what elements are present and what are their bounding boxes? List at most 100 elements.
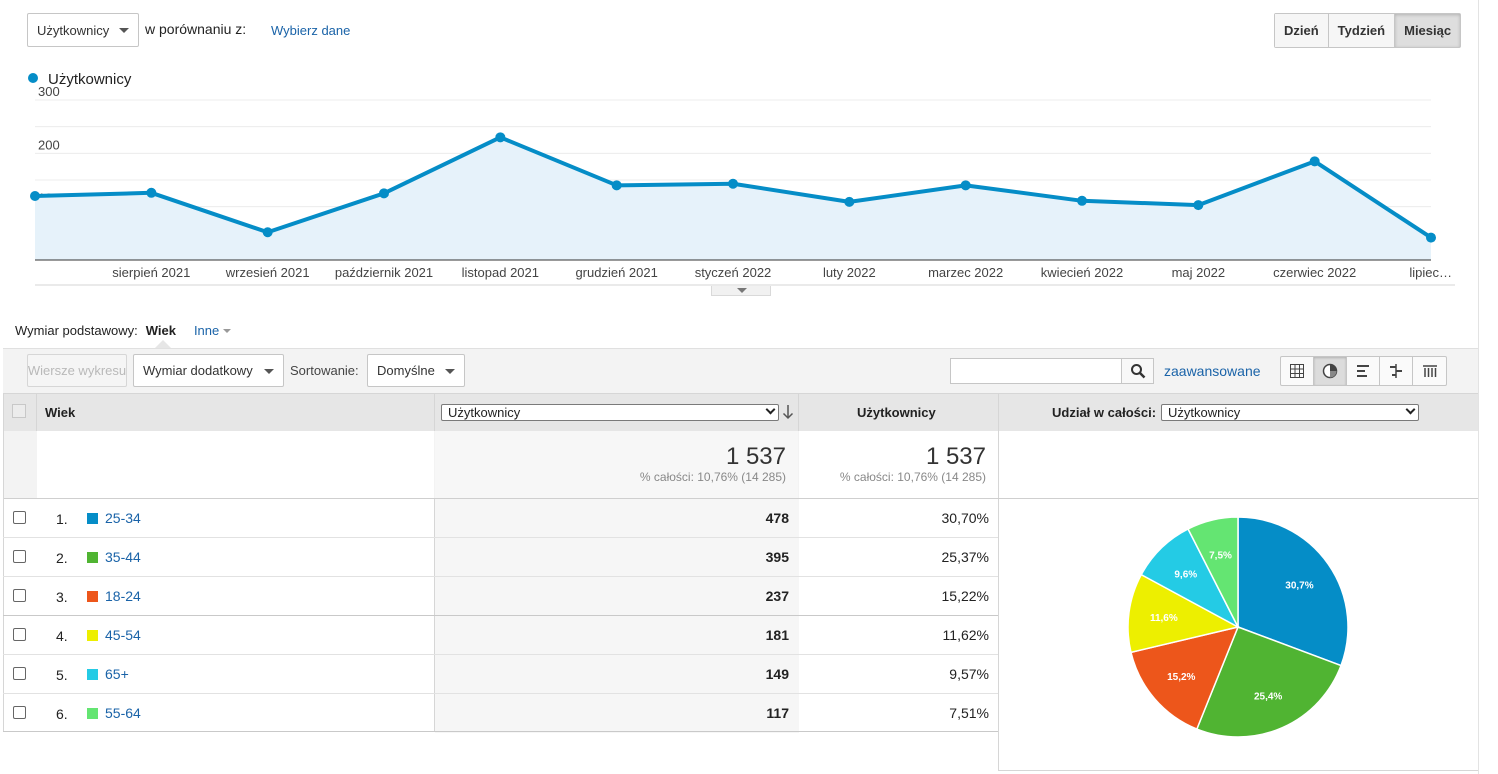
row-age-link[interactable]: 55-64 [105, 705, 141, 721]
table-search-input[interactable] [951, 359, 1121, 383]
row-checkbox[interactable] [13, 511, 26, 524]
row-age-link[interactable]: 65+ [105, 666, 129, 682]
table-left-border [3, 393, 4, 732]
data-point[interactable] [1077, 195, 1087, 206]
row-checkbox[interactable] [13, 589, 26, 602]
row-share: 11,62% [942, 627, 989, 643]
pie-slice[interactable] [1127, 573, 1241, 654]
secondary-dimension-dropdown[interactable]: Wymiar dodatkowy [133, 354, 284, 387]
pivot-view-button[interactable] [1413, 357, 1446, 385]
chart-collapse-toggle[interactable] [711, 286, 771, 296]
pie-slice[interactable] [1187, 516, 1239, 628]
row-divider [3, 654, 998, 655]
period-day-button[interactable]: Dzień [1275, 14, 1329, 47]
performance-view-icon [1357, 365, 1369, 377]
row-share: 30,70% [941, 510, 989, 526]
data-point[interactable] [1193, 200, 1204, 211]
primary-dimension-bar: Wymiar podstawowy: Wiek Inne [15, 323, 232, 338]
data-point[interactable] [30, 191, 40, 201]
table-view-button[interactable] [1281, 357, 1314, 385]
metric-dropdown[interactable]: Użytkownicy [27, 13, 139, 47]
chevron-down-icon [264, 368, 274, 374]
row-age-link[interactable]: 35-44 [105, 549, 141, 565]
table-bottom-border [3, 731, 998, 732]
data-point[interactable] [146, 187, 157, 198]
row-users: 395 [765, 549, 789, 565]
row-share: 15,22% [941, 588, 989, 604]
data-point[interactable] [728, 178, 738, 189]
data-point[interactable] [960, 180, 971, 191]
data-point[interactable] [611, 180, 622, 191]
totals-metric-cell: 1 537 % całości: 10,76% (14 285) [435, 431, 798, 498]
pie-slice-label: 9,6% [1174, 569, 1197, 580]
pie-slice[interactable] [1195, 626, 1342, 738]
legend-dot [28, 73, 38, 83]
select-all-checkbox[interactable] [12, 404, 26, 418]
data-point[interactable] [1309, 156, 1320, 167]
comparison-view-icon [1390, 364, 1402, 378]
pie-view-button[interactable] [1314, 357, 1347, 385]
row-color-swatch [87, 552, 98, 563]
row-checkbox[interactable] [13, 667, 26, 680]
metric-column-select[interactable]: Użytkownicy [441, 404, 779, 421]
column-header-users[interactable]: Użytkownicy [857, 405, 936, 420]
row-index: 5. [56, 667, 68, 683]
performance-view-button[interactable] [1347, 357, 1380, 385]
period-month-button[interactable]: Miesiąc [1395, 14, 1461, 47]
pie-view-icon [1322, 363, 1338, 379]
primary-dimension-other[interactable]: Inne [193, 323, 232, 338]
share-of-total-label: Udział w całości: [1052, 405, 1157, 420]
primary-dimension-other-label: Inne [193, 323, 220, 338]
col-divider [434, 393, 435, 731]
users-line-chart: Użytkownicy100200300sierpień 2021wrzesie… [28, 71, 1455, 286]
chevron-down-icon [445, 368, 455, 374]
row-age-link[interactable]: 25-34 [105, 510, 141, 526]
chevron-down-icon [119, 28, 129, 33]
select-data-link[interactable]: Wybierz dane [271, 23, 351, 38]
data-point[interactable] [262, 227, 273, 238]
period-week-button[interactable]: Tydzień [1328, 14, 1396, 47]
x-tick-label: październik 2021 [335, 265, 433, 280]
metric-cell-bg [435, 499, 799, 538]
data-point[interactable] [379, 188, 389, 199]
metric-cell-bg [435, 616, 799, 655]
data-point[interactable] [495, 132, 506, 143]
primary-dimension-label: Wymiar podstawowy: [15, 323, 138, 338]
row-age-link[interactable]: 45-54 [105, 627, 141, 643]
advanced-filter-link[interactable]: zaawansowane [1164, 363, 1261, 379]
x-tick-label: wrzesień 2021 [225, 265, 310, 280]
plot-rows-button[interactable]: Wiersze wykresu [27, 354, 127, 387]
row-color-swatch [87, 591, 98, 602]
data-point[interactable] [844, 196, 855, 207]
x-tick-label: grudzień 2021 [575, 265, 657, 280]
data-point[interactable] [1426, 232, 1436, 243]
row-checkbox[interactable] [13, 706, 26, 719]
row-checkbox[interactable] [13, 628, 26, 641]
pie-slice-label: 30,7% [1285, 580, 1313, 591]
totals-metric2-cell: 1 537 % całości: 10,76% (14 285) [799, 431, 998, 498]
sort-label: Sortowanie: [290, 363, 359, 378]
search-button[interactable] [1121, 359, 1153, 383]
total-users-share-2: % całości: 10,76% (14 285) [839, 470, 986, 484]
y-tick-label: 300 [38, 84, 60, 99]
row-checkbox[interactable] [13, 550, 26, 563]
sort-dropdown-value: Domyślne [377, 363, 435, 378]
row-share: 9,57% [949, 666, 989, 682]
row-share: 7,51% [949, 705, 989, 721]
row-share: 25,37% [941, 549, 989, 565]
share-metric-select[interactable]: Użytkownicy [1161, 404, 1419, 421]
dimension-pointer [155, 340, 171, 348]
row-divider [3, 615, 998, 616]
sort-dropdown[interactable]: Domyślne [367, 354, 465, 387]
pie-slice[interactable] [1237, 516, 1349, 667]
primary-dimension-age[interactable]: Wiek [145, 323, 176, 338]
column-header-age[interactable]: Wiek [45, 405, 76, 420]
pie-slice-label: 11,6% [1150, 613, 1178, 624]
table-row: 1. 25-34 478 30,70% [3, 499, 998, 538]
comparison-view-button[interactable] [1380, 357, 1413, 385]
period-toggle: Dzień Tydzień Miesiąc [1274, 13, 1462, 48]
row-age-link[interactable]: 18-24 [105, 588, 141, 604]
sort-descending-icon[interactable] [782, 404, 794, 420]
pie-slice[interactable] [1130, 625, 1240, 730]
row-color-swatch [87, 513, 98, 524]
